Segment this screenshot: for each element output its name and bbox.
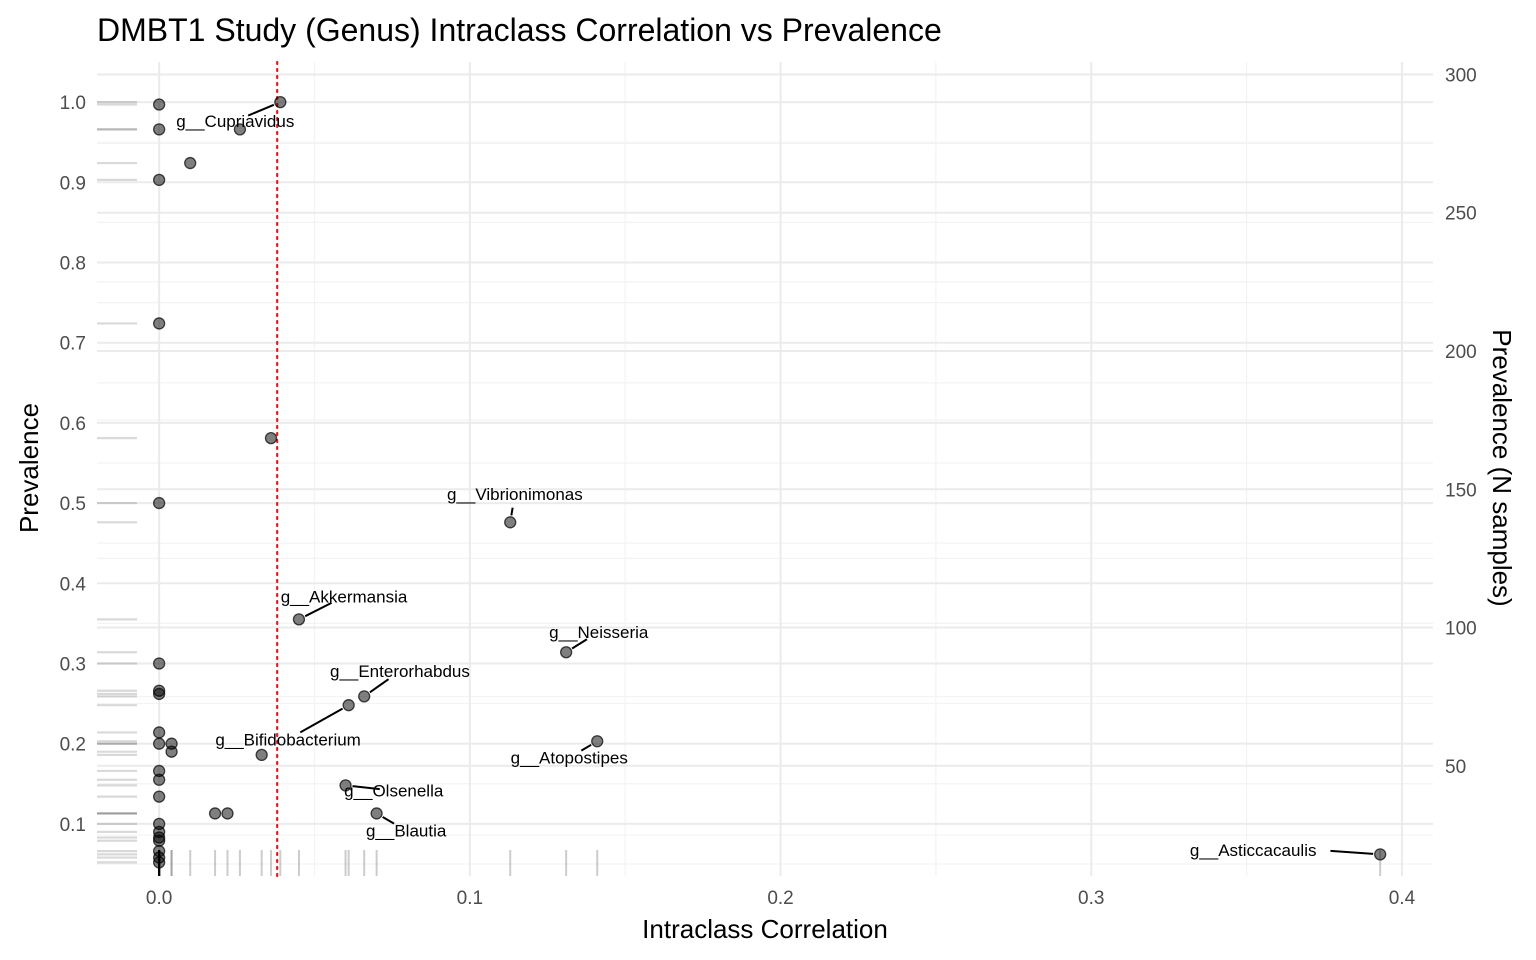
label-leader-line (1330, 849, 1374, 855)
chart-title: DMBT1 Study (Genus) Intraclass Correlati… (97, 12, 942, 48)
y-tick-label: 1.0 (60, 93, 86, 114)
x-tick-label: 0.1 (457, 888, 483, 909)
data-point (358, 690, 371, 703)
data-point (152, 173, 166, 187)
point-label: g__Neisseria (549, 623, 649, 642)
y-tick-label: 0.4 (60, 574, 87, 595)
data-point (152, 726, 166, 739)
data-point (184, 156, 197, 170)
data-point (208, 807, 222, 820)
point-label: g__Atopostipes (511, 749, 628, 768)
grid-layer (97, 62, 1433, 876)
y-tick-label: 0.3 (60, 654, 86, 675)
label-leader-line (580, 743, 592, 752)
point-label: g__Asticcacaulis (1190, 841, 1317, 860)
y-tick-label: 0.8 (60, 253, 86, 274)
data-point (165, 745, 178, 758)
data-point (591, 735, 604, 748)
point-labels: g__Cupriavidus g__Vibrionimonas g__Akkerma… (176, 112, 1316, 860)
y2-tick-label: 300 (1445, 65, 1477, 86)
data-point (255, 748, 268, 762)
data-point (292, 613, 306, 626)
x-tick-label: 0.2 (767, 888, 793, 909)
data-point (370, 807, 383, 820)
label-leader-line (571, 638, 588, 650)
data-point (221, 807, 234, 820)
y2-tick-label: 150 (1445, 480, 1477, 501)
y-axis-title: Prevalence (14, 403, 44, 533)
data-point (152, 773, 166, 786)
data-point (152, 856, 166, 869)
y-tick-label: 0.1 (60, 815, 86, 836)
label-leader-line (382, 816, 395, 825)
data-point (1374, 848, 1387, 861)
label-leader-line (299, 707, 344, 734)
x-tick-label: 0.4 (1389, 888, 1416, 909)
y-tick-label: 0.6 (60, 414, 86, 435)
data-point (152, 496, 166, 510)
label-leader-line (510, 507, 514, 516)
y2-tick-label: 50 (1445, 757, 1466, 778)
data-point (264, 431, 278, 445)
data-point (560, 646, 573, 659)
data-point (342, 699, 355, 712)
data-point (504, 516, 517, 529)
data-point (152, 687, 166, 701)
tick-labels: 0.0 0.1 0.2 0.3 0.4 0.1 0.2 0.3 0.4 0.5 0.6 0.7 0.8 0… (60, 65, 1477, 909)
y-tick-label: 0.5 (60, 494, 86, 515)
x-axis-title: Intraclass Correlation (642, 914, 888, 944)
point-label: g__Akkermansia (281, 588, 408, 607)
point-label: g__Olsenella (344, 782, 444, 801)
y2-tick-label: 250 (1445, 204, 1477, 225)
y2-axis-title: Prevalence (N samples) (1487, 329, 1517, 606)
label-leader-line (369, 678, 390, 694)
data-point (152, 98, 166, 111)
data-point (152, 737, 166, 750)
y2-tick-label: 200 (1445, 342, 1477, 363)
label-leader-line (352, 785, 380, 791)
data-point (339, 779, 352, 792)
label-leader-line (304, 601, 332, 618)
label-segments (247, 103, 1374, 855)
point-label: g__Enterorhabdus (330, 662, 470, 681)
data-point (152, 317, 166, 330)
data-point (152, 657, 166, 670)
y2-tick-label: 100 (1445, 619, 1477, 640)
data-point (152, 834, 166, 847)
data-point (152, 790, 166, 803)
label-leader-line (247, 103, 275, 117)
point-label: g__Blautia (366, 822, 447, 841)
x-tick-label: 0.0 (146, 888, 172, 909)
data-points (152, 95, 1387, 869)
data-point (274, 95, 287, 109)
data-point (152, 123, 166, 136)
point-label: g__Cupriavidus (176, 112, 294, 131)
point-label: g__Vibrionimonas (447, 485, 583, 504)
data-point (233, 123, 247, 136)
y-tick-label: 0.7 (60, 334, 86, 355)
y-tick-label: 0.9 (60, 173, 86, 194)
y-tick-label: 0.2 (60, 735, 86, 756)
x-tick-label: 0.3 (1078, 888, 1104, 909)
point-label: g__Bifidobacterium (215, 730, 361, 749)
